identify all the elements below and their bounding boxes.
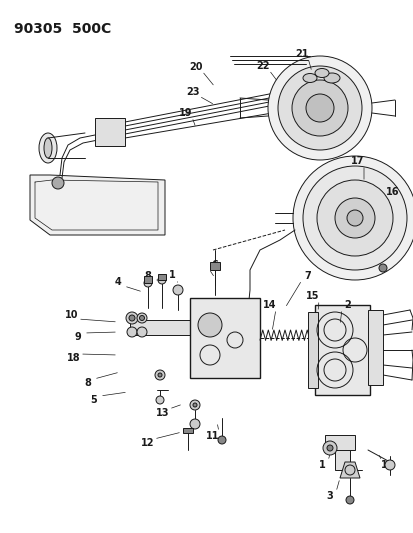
Circle shape: [192, 403, 197, 407]
Polygon shape: [339, 462, 359, 478]
Circle shape: [305, 94, 333, 122]
Text: 8: 8: [84, 378, 91, 388]
Circle shape: [267, 56, 371, 160]
Circle shape: [144, 279, 152, 287]
Circle shape: [139, 316, 144, 320]
Text: 19: 19: [179, 108, 192, 118]
Circle shape: [197, 313, 221, 337]
Circle shape: [345, 496, 353, 504]
Circle shape: [127, 327, 137, 337]
Text: 13: 13: [156, 408, 169, 418]
Circle shape: [346, 210, 362, 226]
Circle shape: [277, 66, 361, 150]
Ellipse shape: [39, 133, 57, 163]
Text: 14: 14: [263, 300, 276, 310]
Circle shape: [291, 80, 347, 136]
Text: 90305  500C: 90305 500C: [14, 22, 111, 36]
Bar: [307, 312, 317, 388]
Text: 15: 15: [306, 291, 319, 301]
Text: 1: 1: [168, 270, 175, 280]
Circle shape: [173, 285, 183, 295]
Text: 2: 2: [344, 300, 351, 310]
Circle shape: [322, 441, 336, 455]
Bar: [314, 305, 369, 395]
Ellipse shape: [314, 69, 328, 77]
Bar: [334, 450, 349, 470]
Text: 9: 9: [74, 332, 81, 342]
Ellipse shape: [323, 73, 339, 83]
Circle shape: [137, 313, 147, 323]
Ellipse shape: [302, 74, 316, 83]
Circle shape: [302, 166, 406, 270]
Text: 21: 21: [294, 49, 308, 59]
Bar: [324, 435, 354, 450]
Text: 16: 16: [385, 187, 399, 197]
Text: 1: 1: [318, 460, 325, 470]
Text: 17: 17: [380, 460, 394, 470]
Circle shape: [292, 156, 413, 280]
Circle shape: [126, 312, 138, 324]
Circle shape: [129, 315, 135, 321]
Text: 20: 20: [189, 62, 202, 72]
Circle shape: [156, 396, 164, 404]
Circle shape: [52, 177, 64, 189]
Ellipse shape: [44, 138, 52, 158]
Circle shape: [344, 465, 354, 475]
Circle shape: [334, 198, 374, 238]
Bar: [209, 262, 219, 270]
Text: 3: 3: [326, 491, 332, 501]
Circle shape: [190, 419, 199, 429]
Bar: [183, 428, 192, 433]
Bar: [367, 310, 382, 385]
Text: 8: 8: [144, 271, 151, 281]
Circle shape: [158, 276, 166, 284]
Bar: [130, 320, 204, 335]
Circle shape: [316, 180, 392, 256]
Text: 4: 4: [114, 277, 121, 287]
Circle shape: [384, 460, 394, 470]
Text: 17: 17: [350, 156, 364, 166]
Circle shape: [190, 400, 199, 410]
Text: 5: 5: [90, 395, 97, 405]
Bar: [158, 274, 166, 280]
Circle shape: [154, 370, 165, 380]
Bar: [190, 298, 259, 378]
Text: 18: 18: [67, 353, 81, 363]
Text: 11: 11: [206, 431, 219, 441]
Circle shape: [326, 445, 332, 451]
Bar: [95, 118, 125, 146]
Circle shape: [137, 327, 147, 337]
Text: 7: 7: [304, 271, 311, 281]
Text: 23: 23: [186, 87, 199, 97]
Polygon shape: [30, 175, 165, 235]
Circle shape: [218, 436, 225, 444]
Text: 22: 22: [256, 61, 269, 71]
Circle shape: [378, 264, 386, 272]
Circle shape: [158, 373, 161, 377]
Text: 6: 6: [211, 260, 218, 270]
Text: 12: 12: [141, 438, 154, 448]
Bar: [144, 276, 152, 283]
Text: 10: 10: [65, 310, 78, 320]
